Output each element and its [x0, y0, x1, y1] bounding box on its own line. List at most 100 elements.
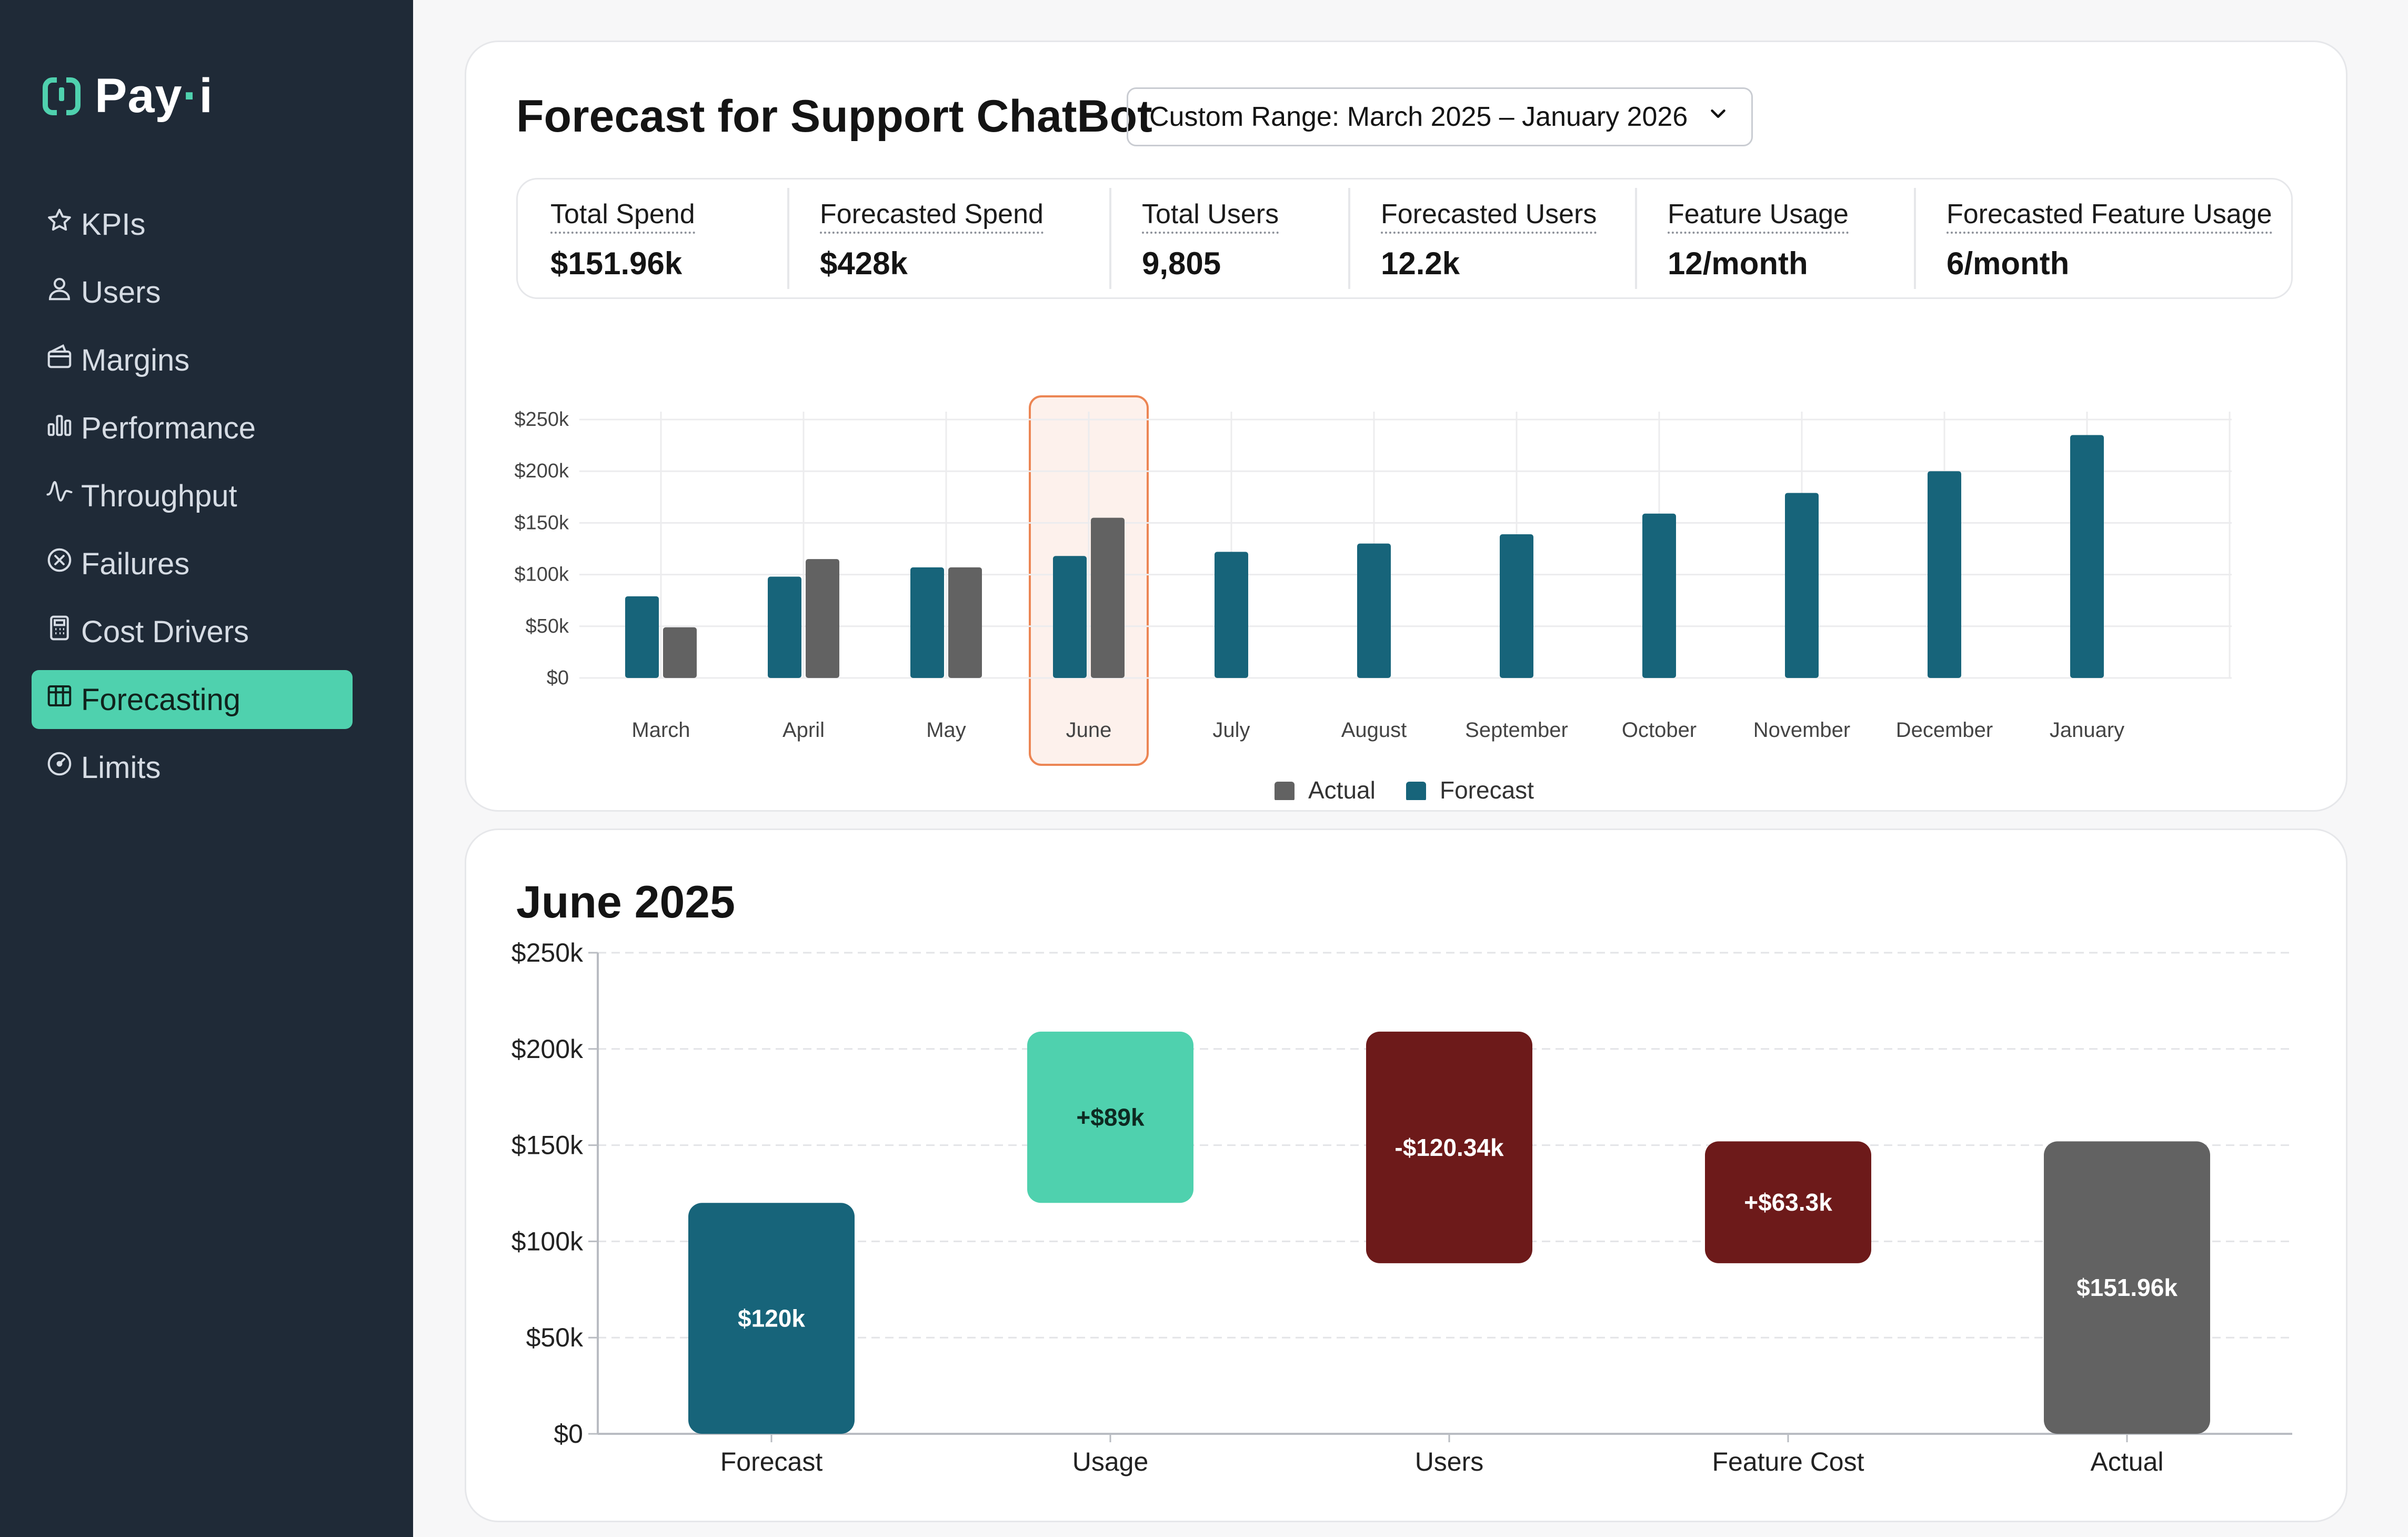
x-tick-label: May: [926, 718, 966, 742]
stat-total-users: Total Users 9,805: [1109, 179, 1348, 297]
forecast-card: Forecast for Support ChatBot Custom Rang…: [465, 41, 2347, 812]
x-circle-icon: [45, 546, 74, 582]
x-tick-label: April: [782, 718, 825, 742]
stat-value: 12.2k: [1381, 246, 1460, 281]
sidebar-item-forecasting[interactable]: Forecasting: [32, 670, 353, 729]
data-label: $120k: [738, 1305, 805, 1332]
brand-dot: ·: [182, 69, 199, 123]
sidebar-item-margins[interactable]: Margins: [32, 331, 353, 390]
sidebar-nav: KPIs Users Margins Performance Throughpu…: [32, 195, 353, 806]
forecast-bar: [1053, 556, 1087, 678]
forecast-bar: [910, 567, 944, 678]
brand-name: Pay·i: [95, 68, 213, 124]
stat-label[interactable]: Total Spend: [550, 198, 695, 234]
forecast-bar: [2070, 435, 2104, 678]
waterfall-chart: $0 $50k $100k $150k $200k $250k $120k Forecast +…: [511, 938, 2292, 1476]
legend-swatch-actual: [1275, 782, 1295, 800]
legend-label-forecast: Forecast: [1440, 776, 1534, 800]
y-tick-label: $50k: [526, 1323, 584, 1352]
brand-suffix: i: [199, 69, 213, 123]
sidebar-item-label: Limits: [81, 750, 161, 785]
x-tick-label: Forecast: [720, 1447, 823, 1476]
sidebar-item-limits[interactable]: Limits: [32, 738, 353, 797]
detail-title: June 2025: [516, 877, 735, 927]
stat-feature-usage: Feature Usage 12/month: [1635, 179, 1914, 297]
stat-forecasted-users: Forecasted Users 12.2k: [1348, 179, 1635, 297]
x-tick-label: December: [1896, 718, 1993, 742]
stat-label[interactable]: Forecasted Feature Usage: [1947, 198, 2272, 234]
sidebar-item-kpis[interactable]: KPIs: [32, 195, 353, 254]
waterfall-bar: [1366, 1031, 1532, 1263]
x-tick-label: June: [1066, 718, 1112, 742]
x-tick-label: Feature Cost: [1712, 1447, 1864, 1476]
y-tick-label: $50k: [526, 615, 569, 637]
x-tick-label: Actual: [2091, 1447, 2164, 1476]
pulse-icon: [45, 478, 74, 514]
chevron-down-icon: [1706, 101, 1730, 133]
waterfall-bar-group: -$120.34k: [1366, 1031, 1532, 1263]
y-tick-label: $150k: [514, 512, 569, 534]
forecast-bar: [768, 576, 801, 678]
legend-label-actual: Actual: [1308, 776, 1376, 800]
bar-chart-icon: [45, 410, 74, 446]
sidebar-item-users[interactable]: Users: [32, 263, 353, 322]
stats-bar: Total Spend $151.96k Forecasted Spend $4…: [516, 178, 2293, 299]
gauge-icon: [45, 750, 74, 785]
waterfall-bar: [688, 1203, 855, 1434]
data-label: $151.96k: [2076, 1274, 2178, 1301]
date-range-dropdown[interactable]: Custom Range: March 2025 – January 2026: [1127, 87, 1753, 146]
stat-label[interactable]: Forecasted Spend: [820, 198, 1044, 234]
actual-bar: [1091, 517, 1125, 678]
waterfall-bar: [1027, 1031, 1193, 1203]
sidebar-item-label: Margins: [81, 343, 190, 377]
x-tick-label: November: [1753, 718, 1851, 742]
sidebar-item-performance[interactable]: Performance: [32, 398, 353, 457]
x-tick-label: August: [1341, 718, 1407, 742]
waterfall-bar: [2044, 1141, 2210, 1434]
forecast-bar: [1215, 552, 1248, 678]
y-tick-label: $250k: [514, 408, 569, 431]
stat-value: 9,805: [1142, 246, 1221, 281]
sidebar-item-label: KPIs: [81, 207, 146, 242]
sidebar-item-failures[interactable]: Failures: [32, 534, 353, 593]
forecast-bar: [1785, 493, 1819, 678]
logo[interactable]: Pay·i: [42, 68, 213, 124]
wallet-icon: [45, 342, 74, 378]
stat-label[interactable]: Total Users: [1142, 198, 1279, 234]
stat-value: $428k: [820, 246, 908, 281]
sidebar-item-label: Failures: [81, 546, 190, 581]
sidebar-item-throughput[interactable]: Throughput: [32, 466, 353, 525]
x-tick-label: October: [1622, 718, 1697, 742]
waterfall-bar-group: $151.96k: [2044, 1141, 2210, 1434]
data-label: +$63.3k: [1744, 1189, 1832, 1216]
user-icon: [45, 274, 74, 310]
stat-label[interactable]: Forecasted Users: [1381, 198, 1597, 234]
stat-forecasted-spend: Forecasted Spend $428k: [787, 179, 1109, 297]
stat-label[interactable]: Feature Usage: [1668, 198, 1849, 234]
stat-value: 6/month: [1947, 246, 2070, 281]
y-tick-label: $200k: [511, 1034, 584, 1064]
calculator-icon: [45, 614, 74, 650]
page-title: Forecast for Support ChatBot: [516, 91, 1152, 142]
sidebar-item-label: Cost Drivers: [81, 614, 249, 649]
grid-table-icon: [45, 682, 74, 717]
x-tick-label: September: [1465, 718, 1568, 742]
y-tick-label: $0: [554, 1419, 583, 1449]
forecast-bar: [1500, 534, 1533, 678]
sidebar-item-label: Throughput: [81, 478, 237, 513]
stat-value: 12/month: [1668, 246, 1808, 281]
y-tick-label: $150k: [511, 1131, 584, 1160]
y-tick-label: $200k: [514, 460, 569, 482]
x-tick-label: Usage: [1072, 1447, 1149, 1476]
waterfall-bar-group: +$89k: [1027, 1031, 1193, 1203]
legend-swatch-forecast: [1406, 782, 1426, 800]
monthly-forecast-chart: $0 $50k $100k $150k $200k $250k March April May J…: [514, 395, 2232, 800]
date-range-label: Custom Range: March 2025 – January 2026: [1149, 102, 1688, 132]
sidebar-item-cost-drivers[interactable]: Cost Drivers: [32, 602, 353, 661]
actual-bar: [663, 627, 697, 678]
x-tick-label: January: [2050, 718, 2124, 742]
payi-logo-icon: [42, 76, 81, 116]
x-tick-label: March: [631, 718, 690, 742]
stat-value: $151.96k: [550, 246, 683, 281]
y-tick-label: $0: [547, 667, 569, 689]
